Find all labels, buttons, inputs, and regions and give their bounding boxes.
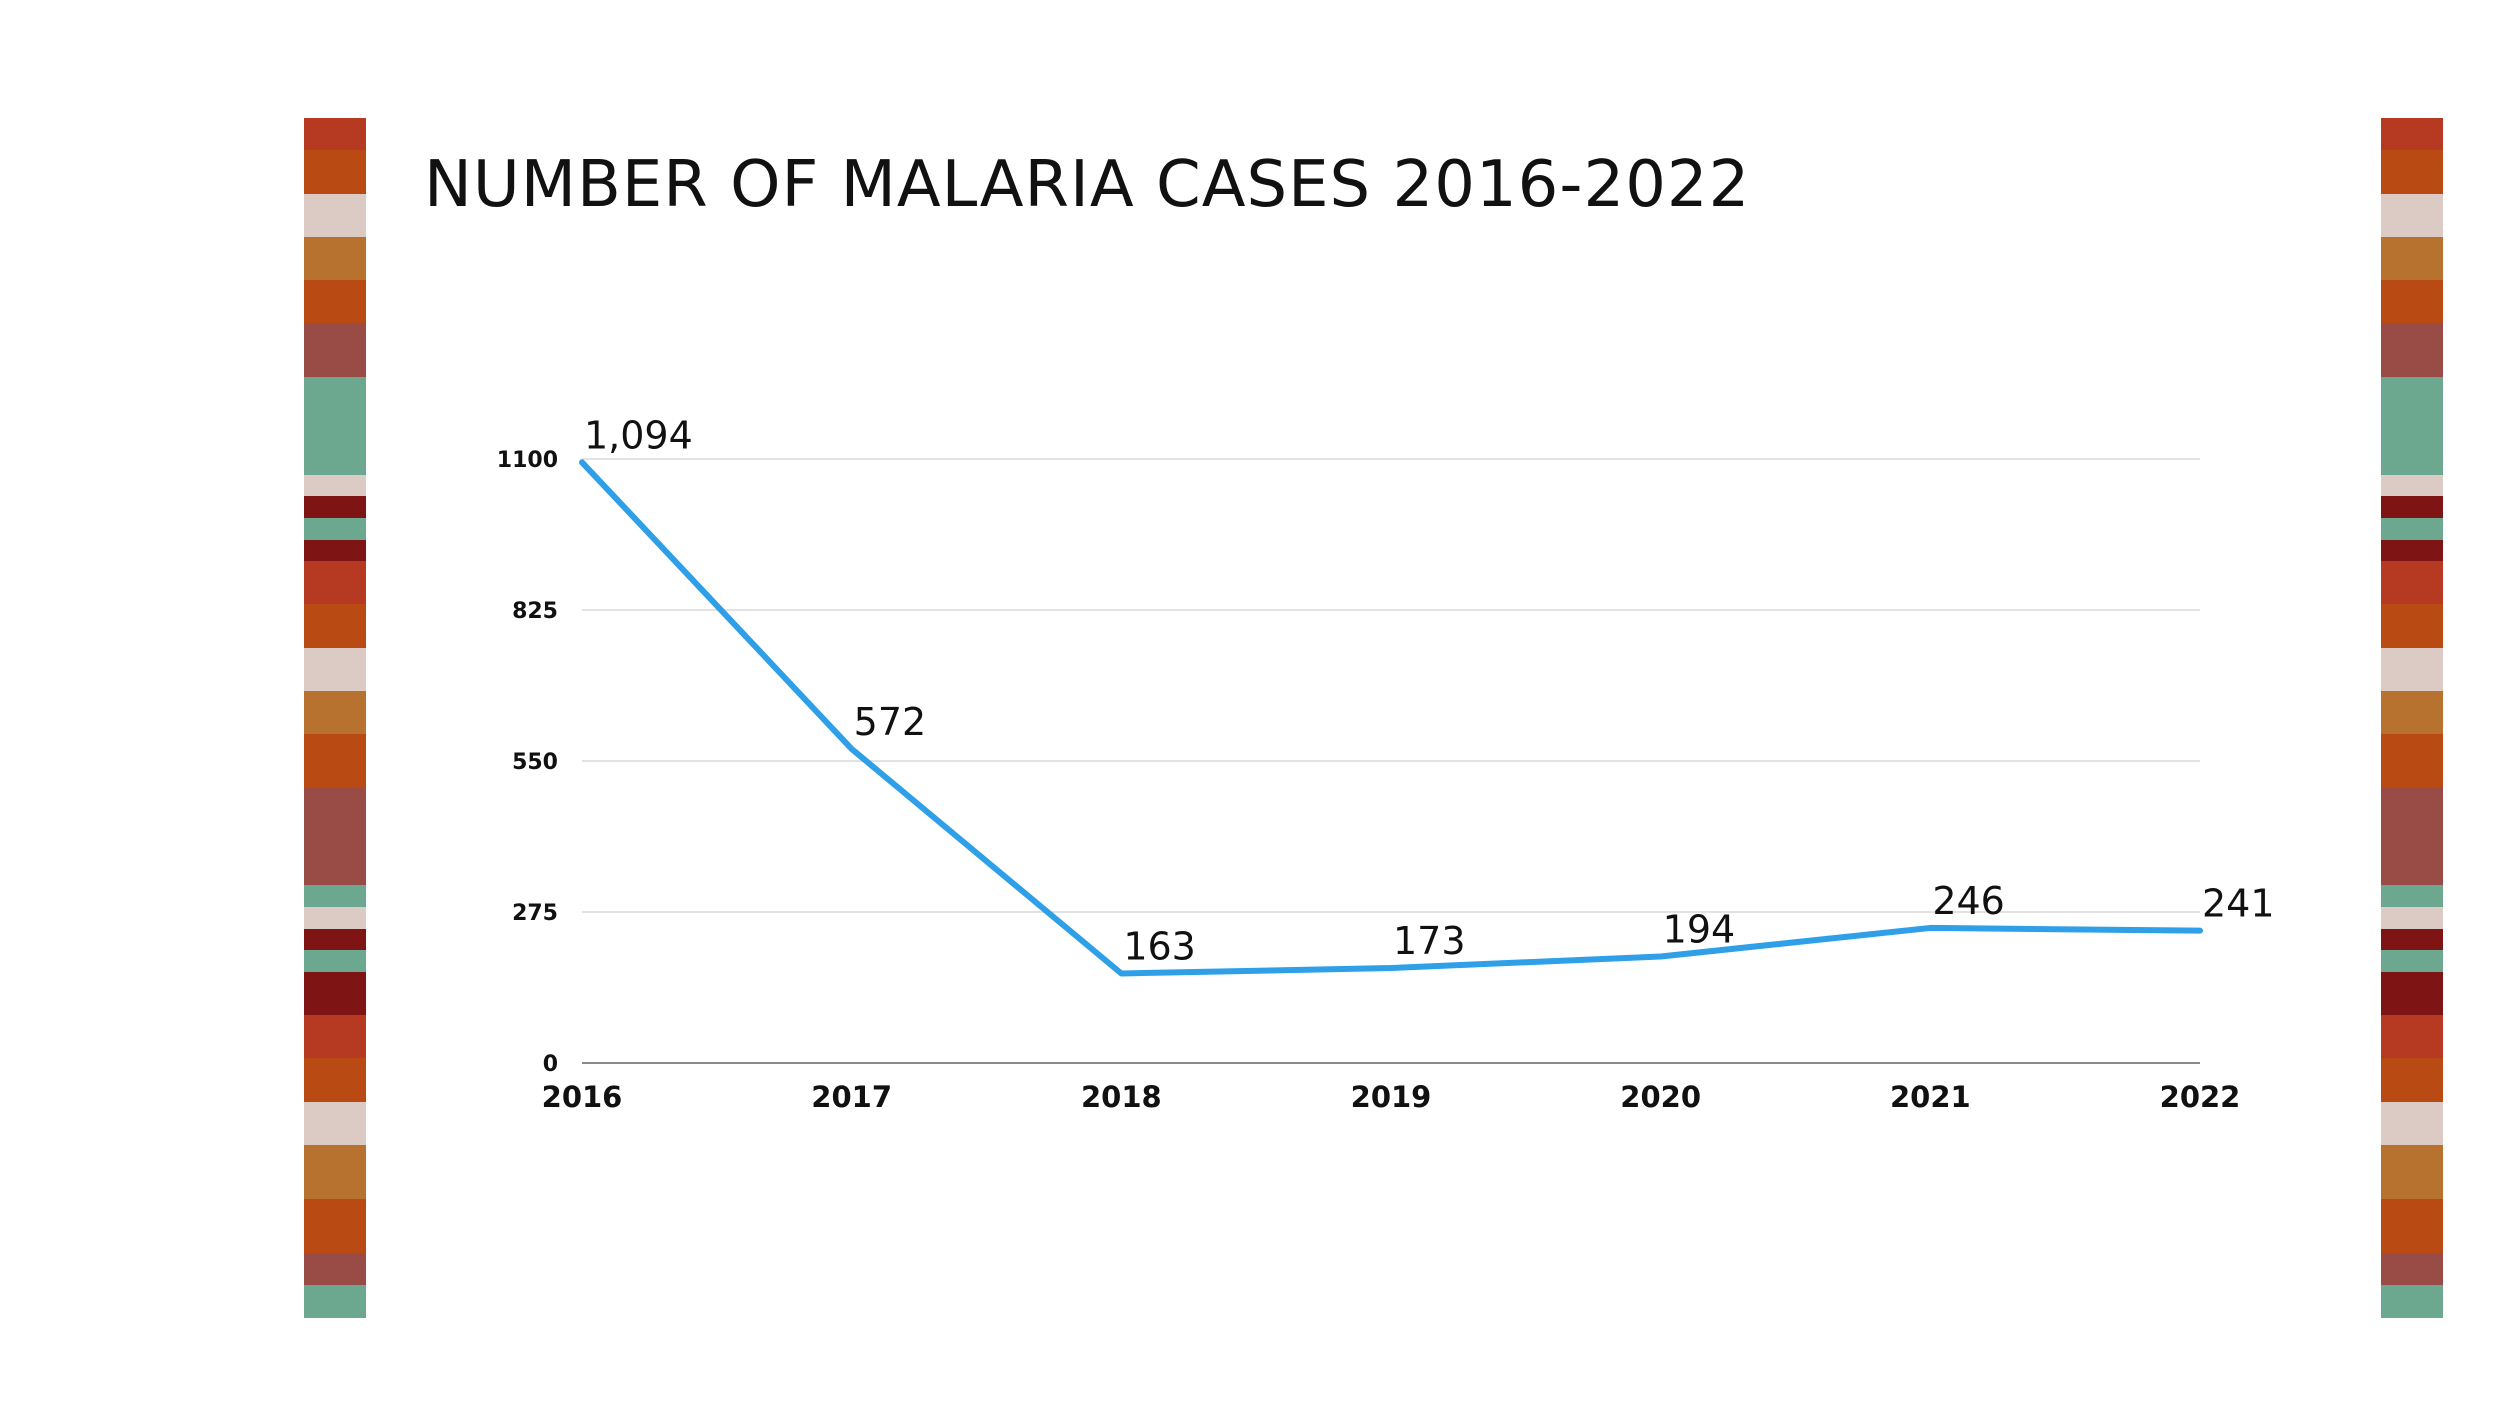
stripe-band <box>304 496 366 518</box>
stripe-band <box>2381 647 2443 691</box>
chart-title: NUMBER OF MALARIA CASES 2016-2022 <box>424 148 1751 222</box>
stripe-band <box>2381 236 2443 281</box>
stripe-band <box>304 734 366 789</box>
stripe-band <box>2381 193 2443 237</box>
stripe-band <box>2381 928 2443 951</box>
stripe-band <box>2381 690 2443 735</box>
x-tick-label: 2018 <box>1081 1080 1162 1114</box>
stripe-band <box>2381 496 2443 518</box>
stripe-band <box>304 1198 366 1253</box>
stripe-band <box>2381 604 2443 648</box>
stripe-band <box>2381 539 2443 562</box>
stripe-band <box>304 1285 366 1318</box>
stripe-band <box>304 647 366 691</box>
stripe-band <box>2381 1144 2443 1199</box>
stripe-band <box>304 118 366 151</box>
y-tick-label: 550 <box>512 750 558 775</box>
stripe-band <box>304 788 366 886</box>
stripe-band <box>304 323 366 378</box>
stripe-band <box>2381 323 2443 378</box>
stripe-band <box>2381 150 2443 194</box>
stripe-band <box>2381 561 2443 605</box>
stripe-band <box>304 561 366 605</box>
stripe-band <box>304 377 366 475</box>
stripe-band <box>304 150 366 194</box>
stripe-band <box>304 950 366 972</box>
x-tick-label: 2022 <box>2160 1080 2241 1114</box>
x-tick-label: 2017 <box>811 1080 892 1114</box>
stripe-band <box>304 1144 366 1199</box>
stripe-band <box>2381 474 2443 497</box>
stripe-band <box>304 517 366 540</box>
x-tick-label: 2020 <box>1620 1080 1701 1114</box>
y-tick-label: 275 <box>512 901 558 926</box>
stripe-band <box>304 1101 366 1145</box>
stripe-band <box>2381 377 2443 475</box>
data-label: 572 <box>854 700 927 744</box>
stripe-band <box>2381 885 2443 908</box>
stripe-band <box>304 604 366 648</box>
stripe-band <box>304 1252 366 1286</box>
stripe-band <box>304 474 366 497</box>
stripe-band <box>2381 1285 2443 1318</box>
data-label: 246 <box>1932 879 2005 923</box>
data-label: 1,094 <box>584 413 693 457</box>
stripe-band <box>304 539 366 562</box>
stripe-band <box>2381 1101 2443 1145</box>
y-tick-label: 0 <box>543 1052 558 1077</box>
stripe-band <box>2381 1058 2443 1102</box>
data-label: 194 <box>1663 907 1736 951</box>
x-tick-label: 2021 <box>1890 1080 1971 1114</box>
stripe-band <box>304 1015 366 1059</box>
stripe-band <box>304 280 366 324</box>
stripe-band <box>2381 118 2443 151</box>
decorative-stripe-left <box>304 118 366 1318</box>
stripe-band <box>2381 1198 2443 1253</box>
stripe-band <box>304 907 366 929</box>
decorative-stripe-right <box>2381 118 2443 1318</box>
stripe-band <box>2381 517 2443 540</box>
stripe-band <box>2381 788 2443 886</box>
data-label: 163 <box>1123 924 1196 968</box>
stripe-band <box>304 193 366 237</box>
stripe-band <box>304 1058 366 1102</box>
stripe-band <box>304 928 366 951</box>
x-tick-label: 2016 <box>542 1080 623 1114</box>
data-label: 173 <box>1393 919 1466 963</box>
y-tick-label: 1100 <box>497 448 558 473</box>
stripe-band <box>304 971 366 1016</box>
stripe-band <box>304 885 366 908</box>
stripe-band <box>304 236 366 281</box>
stripe-band <box>2381 1252 2443 1286</box>
data-label: 241 <box>2202 882 2275 926</box>
stripe-band <box>2381 971 2443 1016</box>
stripe-band <box>304 690 366 735</box>
stripe-band <box>2381 907 2443 929</box>
x-tick-label: 2019 <box>1351 1080 1432 1114</box>
y-tick-label: 825 <box>512 599 558 624</box>
stripe-band <box>2381 280 2443 324</box>
stripe-band <box>2381 1015 2443 1059</box>
stripe-band <box>2381 734 2443 789</box>
series-line-malaria-cases <box>579 459 2203 977</box>
stripe-band <box>2381 950 2443 972</box>
